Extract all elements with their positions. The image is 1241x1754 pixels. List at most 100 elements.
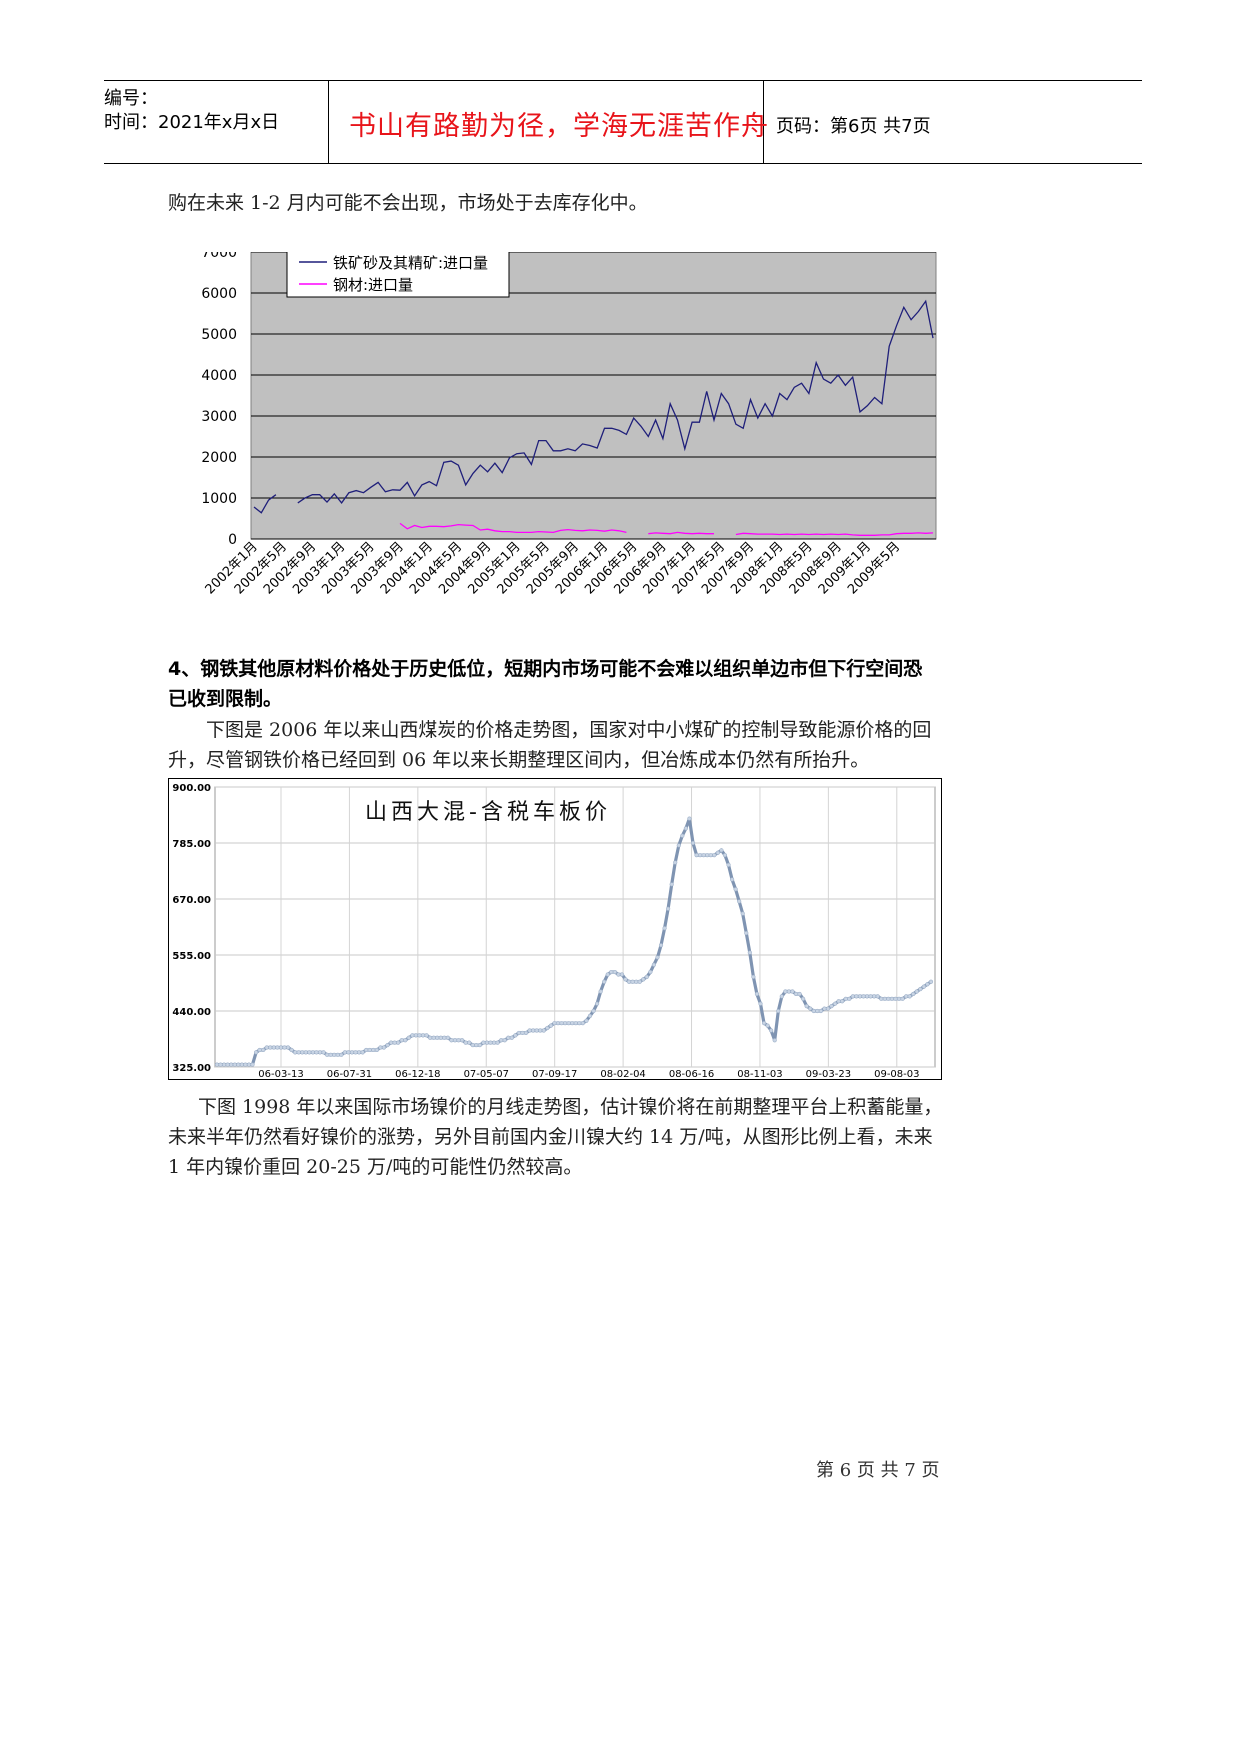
price-point	[580, 1021, 585, 1026]
price-point	[655, 955, 660, 960]
x-tick-label: 07-09-17	[532, 1069, 577, 1077]
price-point	[573, 1021, 578, 1026]
price-point	[356, 1050, 362, 1055]
paragraph-continuation: 购在未来 1-2 月内可能不会出现，市场处于去库存化中。	[168, 192, 648, 214]
x-tick-label: 06-03-13	[258, 1069, 303, 1077]
price-point	[889, 996, 895, 1001]
footer-page-number: 第 6 页 共 7 页	[816, 1460, 940, 1481]
price-point	[861, 994, 866, 999]
price-point	[460, 1038, 465, 1043]
price-point	[381, 1045, 387, 1050]
price-point	[548, 1023, 554, 1028]
y-tick-label: 3000	[201, 409, 237, 425]
price-point	[253, 1050, 259, 1055]
price-point	[836, 999, 841, 1004]
price-point	[559, 1021, 564, 1026]
price-point	[420, 1033, 426, 1038]
price-point	[275, 1045, 280, 1050]
price-point	[445, 1035, 450, 1040]
price-point	[818, 1008, 823, 1014]
legend-label: 钢材:进口量	[333, 276, 413, 294]
price-point	[925, 982, 930, 987]
price-point	[538, 1028, 543, 1033]
price-point	[587, 1013, 593, 1018]
x-tick-label: 08-06-16	[669, 1069, 714, 1077]
price-point	[687, 816, 692, 821]
price-point	[747, 950, 752, 955]
price-point	[879, 996, 884, 1001]
price-point	[328, 1052, 333, 1057]
price-point	[619, 972, 625, 977]
price-point	[854, 994, 859, 999]
price-point	[921, 984, 926, 989]
price-point	[335, 1052, 340, 1057]
paragraph-nickel-line2: 未来半年仍然看好镍价的涨势，另外目前国内金川镍大约 14 万/吨，从图形比例上看…	[168, 1126, 933, 1148]
price-point	[864, 994, 870, 999]
y-tick-label: 0	[228, 532, 237, 548]
price-point	[545, 1025, 550, 1031]
price-point	[296, 1050, 301, 1055]
price-point	[484, 1040, 490, 1045]
price-point	[783, 989, 788, 994]
price-point	[662, 926, 667, 931]
price-point	[634, 979, 639, 984]
price-point	[832, 1001, 838, 1006]
price-point	[598, 989, 603, 994]
price-point	[712, 853, 717, 858]
price-point	[630, 979, 635, 984]
price-point	[534, 1028, 539, 1033]
price-point	[374, 1047, 379, 1053]
price-point	[900, 996, 905, 1001]
price-point	[236, 1062, 241, 1067]
price-point	[364, 1047, 369, 1053]
price-point	[673, 860, 678, 865]
y-tick-label: 7000	[201, 252, 237, 261]
price-point	[779, 994, 784, 999]
price-point	[658, 943, 664, 948]
price-point	[733, 887, 738, 892]
price-point	[893, 996, 898, 1001]
price-point	[428, 1035, 433, 1040]
price-point	[438, 1035, 443, 1040]
price-point	[786, 989, 792, 994]
price-point	[403, 1038, 408, 1043]
price-point	[506, 1035, 511, 1040]
price-point	[694, 853, 699, 858]
price-point	[282, 1045, 287, 1050]
price-point	[825, 1006, 831, 1011]
price-point	[843, 996, 848, 1001]
price-point	[612, 969, 617, 975]
price-point	[509, 1035, 514, 1040]
price-point	[577, 1021, 582, 1026]
price-point	[378, 1045, 383, 1050]
price-point	[349, 1050, 355, 1055]
price-point	[406, 1035, 411, 1040]
price-point	[626, 979, 632, 984]
price-point	[218, 1062, 223, 1067]
price-point	[481, 1040, 486, 1045]
price-point	[314, 1050, 319, 1055]
price-point	[705, 853, 710, 858]
price-point	[303, 1050, 308, 1055]
price-point	[452, 1038, 458, 1043]
price-point	[268, 1045, 273, 1050]
price-point	[229, 1062, 234, 1067]
header-motto: 书山有路勤为径，学海无涯苦作舟	[349, 111, 769, 142]
price-point	[729, 877, 735, 882]
price-point	[754, 991, 760, 997]
price-point	[463, 1040, 468, 1045]
price-point	[698, 853, 703, 858]
y-tick-label: 325.00	[172, 1063, 211, 1074]
plot-area	[214, 786, 936, 1068]
price-point	[388, 1040, 394, 1045]
price-point	[683, 826, 688, 831]
price-point	[765, 1023, 770, 1028]
price-point	[300, 1050, 305, 1055]
steel-line	[399, 522, 934, 536]
price-point	[904, 994, 909, 999]
price-point	[513, 1033, 518, 1038]
price-point	[488, 1040, 493, 1045]
price-point	[751, 974, 756, 980]
section-4-heading-line1: 4、钢铁其他原材料价格处于历史低位，短期内市场可能不会难以组织单边市但下行空间恐	[168, 658, 923, 680]
